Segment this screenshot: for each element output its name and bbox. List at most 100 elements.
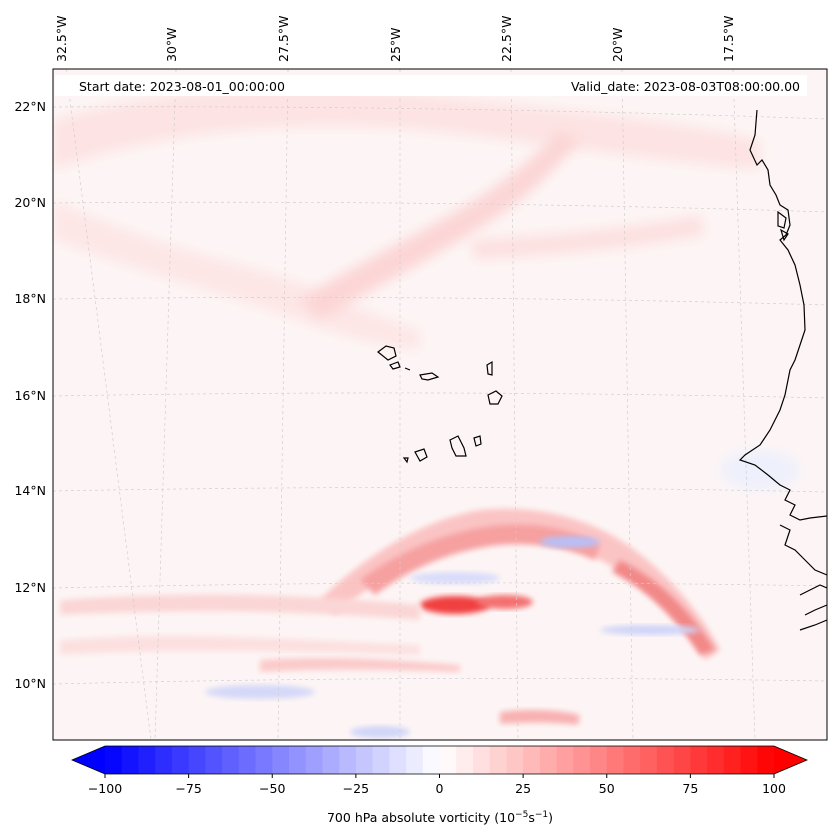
- island-sao-nicolau: [419, 372, 440, 381]
- colorbar-segment: [272, 746, 290, 774]
- lon-label: 32.5°W: [54, 16, 69, 62]
- parallel-line: [53, 297, 827, 306]
- lon-label: 25°W: [388, 27, 403, 62]
- start-date-label: Start date: 2023-08-01_00:00:00: [79, 79, 285, 94]
- map-frame: [52, 68, 828, 741]
- colorbar-segment: [255, 746, 273, 774]
- vorticity-field: [53, 88, 800, 738]
- meridian-line: [510, 69, 519, 740]
- gridlines: [53, 69, 827, 740]
- lat-label: 22°N: [14, 99, 46, 114]
- colorbar-segment: [590, 746, 608, 774]
- lat-label: 20°N: [14, 195, 46, 210]
- colorbar-segment: [489, 746, 507, 774]
- lon-label: 30°W: [164, 27, 179, 62]
- vorticity-core-secondary: [477, 595, 533, 609]
- parallel-line: [53, 487, 827, 493]
- vorticity-arc-inner: [360, 524, 600, 595]
- island-sao-vicente: [389, 361, 401, 370]
- vorticity-band-north: [53, 88, 760, 170]
- colorbar-tick: 50: [599, 774, 615, 796]
- colorbar-segment: [723, 746, 742, 774]
- vorticity-negative-5: [350, 726, 410, 738]
- vorticity-band-east: [470, 215, 705, 260]
- longitude-labels: 32.5°W 30°W 27.5°W 25°W 22.5°W 20°W 17.5…: [54, 16, 736, 62]
- colorbar-segment: [238, 746, 257, 774]
- lat-label: 10°N: [14, 676, 46, 691]
- colorbar-segment: [155, 746, 173, 774]
- vorticity-band-low-2: [60, 635, 420, 655]
- date-banner: [55, 75, 807, 96]
- parallel-line: [53, 678, 827, 685]
- colorbar-label: 700 hPa absolute vorticity (10−5s−1): [327, 810, 553, 825]
- island-santo-antao: [377, 345, 397, 361]
- colorbar-segment: [305, 746, 323, 774]
- meridian-line: [732, 69, 756, 740]
- vorticity-negative-1: [540, 536, 600, 548]
- colorbar-segment: [556, 746, 574, 774]
- parallel-line: [53, 582, 827, 589]
- colorbar-tick: 0: [436, 774, 444, 796]
- parallel-line: [53, 106, 827, 120]
- vorticity-negative-6: [720, 450, 800, 490]
- island-fogo: [414, 448, 428, 462]
- colorbar-tick-label: 50: [599, 781, 615, 796]
- meridian-line: [154, 69, 177, 740]
- island-sal: [486, 360, 493, 376]
- colorbar-ticks: −100 −75 −50 −25 0 25 50 75 100: [88, 774, 786, 796]
- vorticity-band-diagonal: [300, 130, 580, 320]
- colorbar-segment: [188, 746, 206, 774]
- vorticity-band-low-4: [500, 709, 580, 725]
- colorbar-segment: [105, 746, 123, 774]
- colorbar-segment: [656, 746, 675, 774]
- colorbar-tick: −25: [343, 774, 369, 796]
- colorbar-tick: 100: [762, 774, 786, 796]
- colorbar-segment: [506, 746, 524, 774]
- island-brava: [402, 457, 409, 464]
- colorbar-tick-label: 100: [762, 781, 786, 796]
- colorbar-segment: [372, 746, 390, 774]
- colorbar-segment: [205, 746, 223, 774]
- lon-label: 27.5°W: [276, 16, 291, 62]
- island-santiago: [449, 435, 467, 457]
- colorbar-segment: [138, 746, 156, 774]
- colorbar-segment: [439, 746, 457, 774]
- colorbar-tick-label: 0: [436, 781, 444, 796]
- colorbar-segment: [757, 746, 775, 774]
- colorbar-segment: [690, 746, 708, 774]
- colorbar-segment: [422, 746, 441, 774]
- island-boa-vista: [487, 390, 503, 405]
- vorticity-negative-2: [410, 572, 500, 584]
- coastline-guinea-south: [804, 604, 827, 616]
- map-panel: Start date: 2023-08-01_00:00:00 Valid_da…: [52, 68, 828, 741]
- latitude-labels: 22°N 20°N 18°N 16°N 14°N 12°N 10°N: [14, 99, 46, 691]
- colorbar-segment: [171, 746, 190, 774]
- colorbar-extend-max: [774, 746, 807, 774]
- colorbar-segment: [406, 746, 424, 774]
- vorticity-band-low-1: [60, 594, 420, 620]
- colorbar-tick-label: −75: [175, 781, 201, 796]
- colorbar-segment: [121, 746, 139, 774]
- coastline-guinea: [799, 584, 827, 596]
- colorbar-tick: −75: [175, 774, 202, 796]
- colorbar-tick: 75: [682, 774, 698, 796]
- coastline-sierra-leone: [799, 619, 827, 631]
- island-maio: [473, 435, 482, 447]
- colorbar-tick-label: −100: [88, 781, 122, 796]
- colorbar-segment: [539, 746, 558, 774]
- colorbar-segment: [288, 746, 307, 774]
- lon-label: 20°W: [610, 27, 625, 62]
- colorbar-segment: [355, 746, 374, 774]
- colorbar-tick: −100: [88, 774, 122, 796]
- vorticity-negative-3: [600, 625, 700, 635]
- island-santa-luzia: [404, 367, 411, 371]
- colorbar-extend-min: [72, 746, 105, 774]
- colorbar-segment: [623, 746, 641, 774]
- colorbar-segments: [105, 746, 775, 774]
- colorbar-segment: [606, 746, 624, 774]
- colorbar-segment: [673, 746, 691, 774]
- lon-label: 17.5°W: [721, 16, 736, 62]
- lat-label: 12°N: [14, 580, 46, 595]
- vorticity-band-low-3: [260, 657, 460, 672]
- meridian-line: [277, 69, 289, 740]
